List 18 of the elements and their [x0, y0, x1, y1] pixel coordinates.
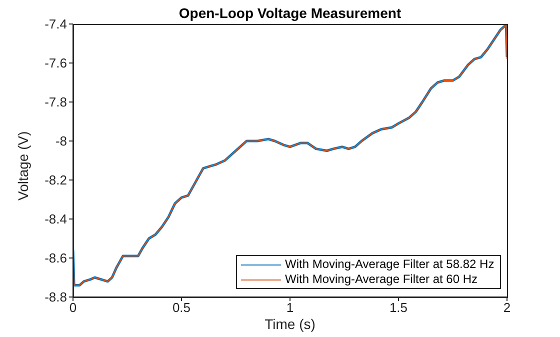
- y-tick-label: -8.2: [44, 172, 67, 188]
- x-tick-label: 1: [286, 300, 294, 316]
- x-tick-label: 0.5: [172, 300, 191, 316]
- y-tick-label: -8: [55, 134, 67, 149]
- y-tick-label: -7.8: [44, 94, 67, 110]
- y-axis-title: Voltage (V): [14, 131, 31, 200]
- x-tick-label: 2: [503, 300, 511, 316]
- y-tick-label: -8.6: [44, 250, 67, 266]
- x-tick-label: 1.5: [389, 300, 408, 316]
- y-tick-label: -8.8: [44, 290, 67, 305]
- legend-label: With Moving-Average Filter at 58.82 Hz: [285, 257, 494, 272]
- y-tick-label: -7.4: [44, 16, 67, 32]
- y-tick-label: -7.6: [44, 56, 67, 71]
- x-tick-label: 0: [69, 300, 77, 316]
- y-tick-label: -8.4: [44, 212, 67, 227]
- x-axis-title: Time (s): [264, 316, 316, 332]
- legend-label: With Moving-Average Filter at 60 Hz: [285, 272, 478, 287]
- chart-title: Open-Loop Voltage Measurement: [178, 5, 402, 21]
